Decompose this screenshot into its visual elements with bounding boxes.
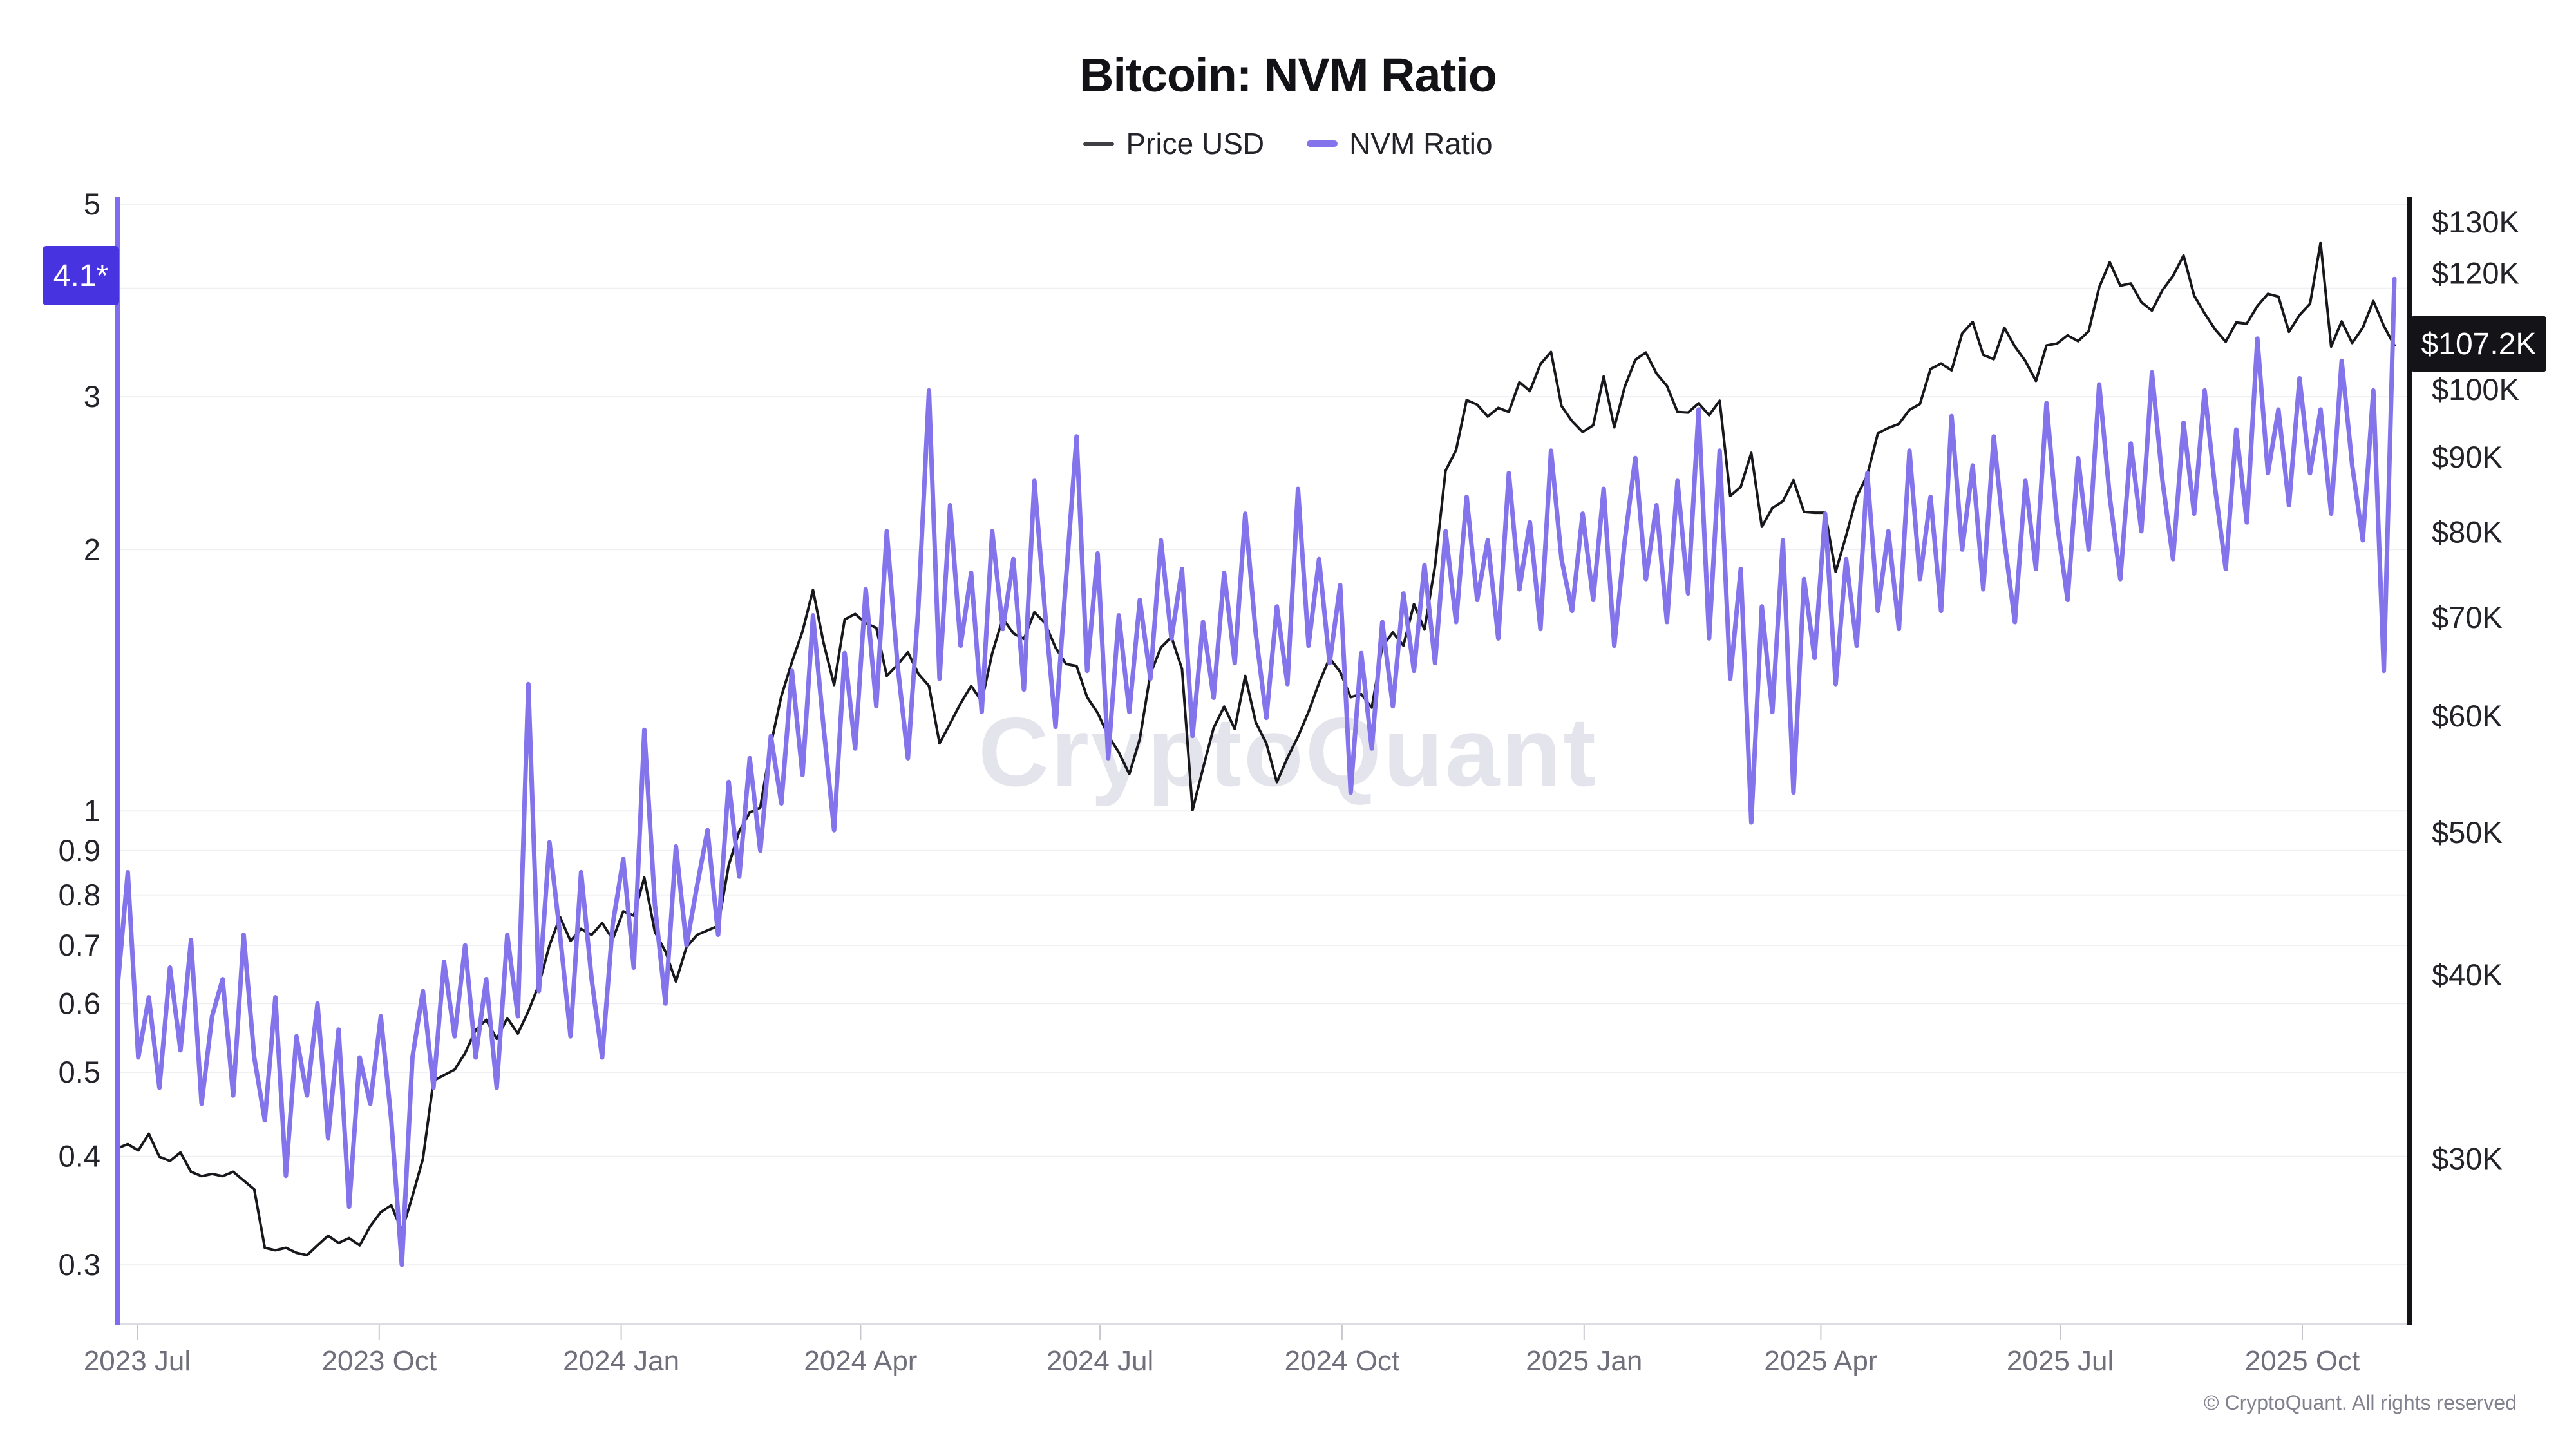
watermark-text: CryptoQuant [978,697,1598,807]
legend: Price USD NVM Ratio [0,126,2576,161]
nvm-last-value-badge: 4.1* [43,246,119,305]
x-axis-label: 2023 Oct [322,1345,437,1377]
legend-label-price: Price USD [1126,127,1265,160]
y-axis-label-right: $100K [2432,372,2519,406]
legend-item-price-usd[interactable]: Price USD [1083,126,1264,161]
y-axis-label-right: $90K [2432,440,2503,474]
y-axis-label-left: 2 [84,532,100,566]
price-line-swatch-icon [1083,142,1115,146]
x-axis-label: 2025 Jul [2007,1345,2114,1377]
page-title: Bitcoin: NVM Ratio [1079,48,1497,102]
y-axis-label-left: 3 [84,379,100,413]
x-axis-label: 2023 Jul [84,1345,191,1377]
y-axis-label-right: $70K [2432,600,2503,634]
nvm-ratio-line [115,276,2397,1267]
y-axis-label-right: $50K [2432,815,2503,849]
x-axis-label: 2024 Apr [804,1345,917,1377]
x-axis-label: 2025 Apr [1764,1345,1877,1377]
y-axis-label-left: 5 [84,187,100,221]
y-axis-label-left: 0.5 [59,1055,100,1089]
x-axis-label: 2024 Oct [1285,1345,1400,1377]
x-axis-label: 2024 Jul [1046,1345,1153,1377]
legend-item-nvm-ratio[interactable]: NVM Ratio [1307,126,1493,161]
y-axis-label-right: $30K [2432,1142,2503,1176]
legend-label-nvm: NVM Ratio [1349,127,1493,160]
right-axis-line [2407,197,2412,1325]
copyright-note: © CryptoQuant. All rights reserved [2204,1391,2517,1414]
x-axis-label: 2025 Jan [1526,1345,1642,1377]
y-axis-label-right: $120K [2432,256,2519,290]
y-axis-label-right: $60K [2432,699,2503,733]
y-axis-label-left: 0.7 [59,928,100,962]
price-usd-line [116,241,2396,1257]
x-axis-label: 2024 Jan [563,1345,679,1377]
y-axis-label-right: $130K [2432,205,2519,239]
y-axis-label-left: 0.3 [59,1247,100,1282]
y-axis-label-left: 0.6 [59,986,100,1020]
price-last-value-badge: $107.2K [2411,316,2546,372]
y-axis-label-left: 0.9 [59,833,100,867]
x-axis-label: 2025 Oct [2245,1345,2360,1377]
y-axis-label-left: 1 [84,793,100,828]
y-axis-label-right: $40K [2432,958,2503,992]
y-axis-label-left: 0.8 [59,878,100,912]
y-axis-label-left: 0.4 [59,1139,100,1173]
left-axis-line [115,197,120,1325]
y-axis-label-right: $80K [2432,515,2503,549]
nvm-line-swatch-icon [1307,140,1338,147]
